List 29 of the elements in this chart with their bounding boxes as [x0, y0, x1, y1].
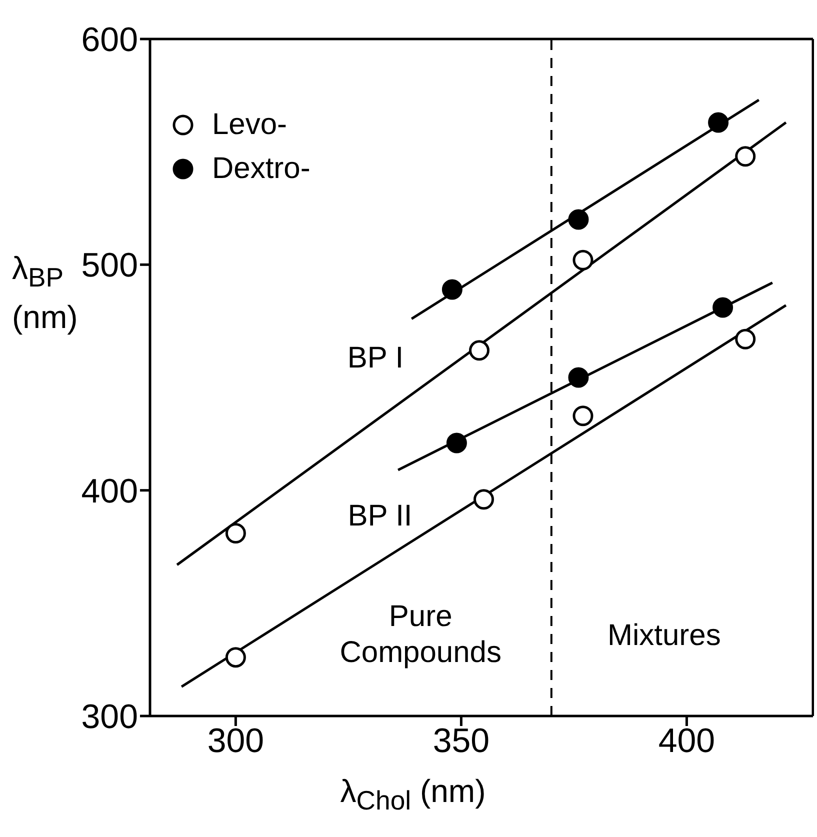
point	[474, 489, 494, 510]
x-axis-title: λ$_{Chol}$ (nm)	[339, 773, 487, 816]
x-tick-label: 300	[207, 722, 264, 760]
point	[442, 279, 462, 300]
annotation: BP I	[347, 341, 404, 374]
legend-label: Levo-	[212, 108, 288, 142]
point	[735, 146, 756, 167]
annotation: Pure Compounds	[340, 600, 502, 669]
point	[708, 112, 729, 133]
annotation: BP II	[348, 499, 412, 532]
point	[568, 367, 589, 388]
point	[225, 522, 246, 544]
point	[735, 328, 756, 350]
y-axis-title: λ$_{BP}$ (nm)	[12, 249, 79, 338]
legend-label: Dextro-	[212, 152, 310, 186]
y-tick-label: 400	[81, 472, 138, 510]
point	[572, 250, 594, 270]
point	[225, 647, 246, 668]
y-tick-label: 600	[81, 21, 138, 60]
point	[568, 209, 589, 230]
point	[446, 432, 467, 454]
x-tick-label: 400	[658, 722, 716, 760]
point	[572, 406, 594, 426]
annotation: Mixtures	[607, 618, 721, 652]
point	[712, 297, 734, 318]
y-tick-label: 500	[81, 246, 138, 285]
y-tick-label: 300	[81, 698, 138, 736]
x-tick-label: 350	[432, 722, 490, 760]
point	[468, 340, 490, 361]
